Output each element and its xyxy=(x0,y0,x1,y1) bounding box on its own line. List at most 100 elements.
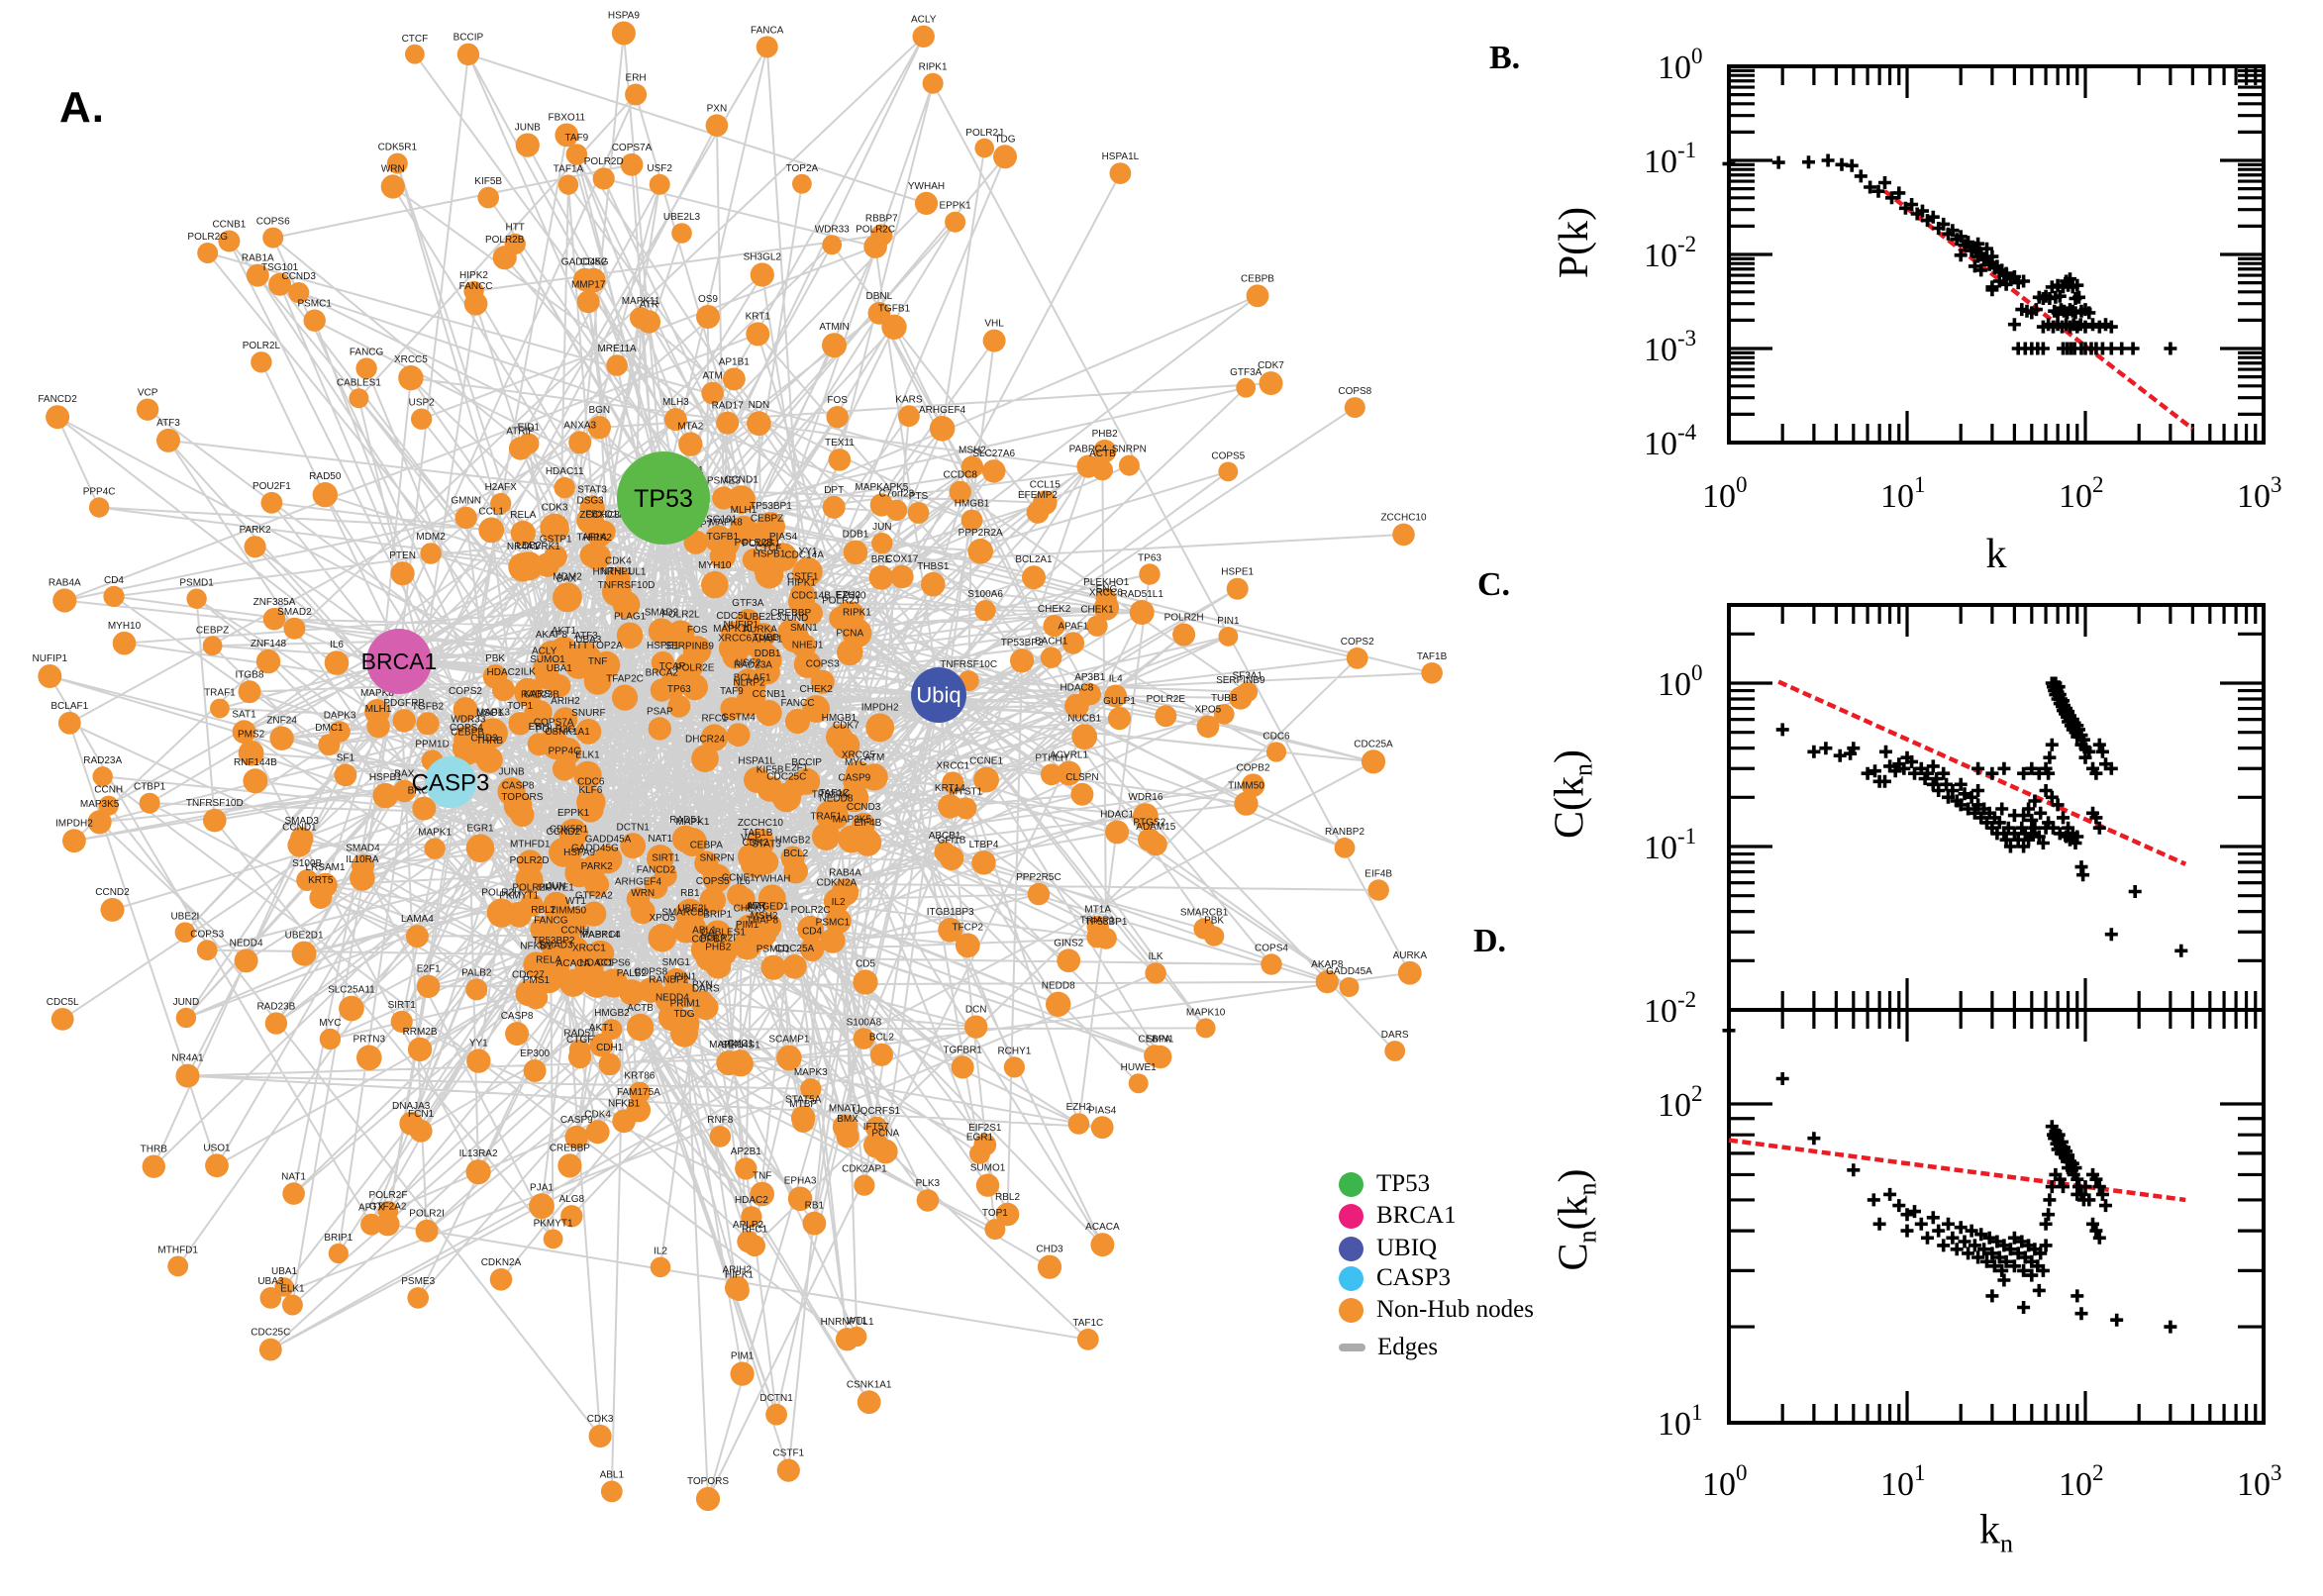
svg-text:DCTN1: DCTN1 xyxy=(617,822,651,833)
svg-text:CCDC8: CCDC8 xyxy=(943,470,977,481)
svg-text:H2AFX: H2AFX xyxy=(485,482,518,493)
svg-text:SERPINB9: SERPINB9 xyxy=(1216,675,1265,686)
svg-text:IL4: IL4 xyxy=(1109,674,1123,685)
svg-text:LDB2: LDB2 xyxy=(516,541,541,551)
hub-label-brca1: BRCA1 xyxy=(361,648,438,674)
svg-text:POLR2J: POLR2J xyxy=(965,128,1003,139)
svg-text:PTS: PTS xyxy=(909,491,929,502)
svg-text:MYC: MYC xyxy=(319,1018,341,1029)
svg-text:PTGS2: PTGS2 xyxy=(1133,817,1165,828)
svg-text:HSPE1: HSPE1 xyxy=(1221,567,1254,578)
svg-text:CCNB1: CCNB1 xyxy=(753,689,786,700)
panel-b-box xyxy=(1727,64,2266,445)
svg-text:PPP2R5C: PPP2R5C xyxy=(1016,872,1061,883)
svg-text:UQCRFS1: UQCRFS1 xyxy=(853,1106,900,1117)
svg-text:HSPA9: HSPA9 xyxy=(608,11,640,22)
svg-text:GULP1: GULP1 xyxy=(1103,696,1136,707)
svg-text:MLH3: MLH3 xyxy=(662,397,689,408)
svg-text:ZNF385A: ZNF385A xyxy=(253,597,296,608)
svg-text:UBA3: UBA3 xyxy=(575,635,602,646)
svg-text:UBE2L3: UBE2L3 xyxy=(745,612,782,623)
hub-node-brca1 xyxy=(366,629,432,694)
svg-text:CCND1: CCND1 xyxy=(282,823,317,834)
svg-text:RAB4A: RAB4A xyxy=(829,868,861,879)
svg-text:HTT: HTT xyxy=(505,223,524,234)
d-y-axis-label: Cn(kn) xyxy=(1551,1168,1602,1271)
svg-text:ITGB8: ITGB8 xyxy=(236,669,264,680)
svg-text:RCHY1: RCHY1 xyxy=(997,1046,1031,1056)
svg-text:EGR1: EGR1 xyxy=(466,823,494,834)
svg-text:PPM1D: PPM1D xyxy=(415,739,449,749)
svg-text:ADAM15: ADAM15 xyxy=(1136,822,1175,833)
svg-text:IMPDH2: IMPDH2 xyxy=(861,703,899,714)
svg-text:SLC27A6: SLC27A6 xyxy=(972,449,1015,459)
svg-text:PPP4C: PPP4C xyxy=(83,486,116,497)
svg-text:RIPK1: RIPK1 xyxy=(843,607,871,618)
svg-text:PABPC4: PABPC4 xyxy=(1069,445,1108,455)
svg-text:TRAF1: TRAF1 xyxy=(204,688,236,699)
legend-dot-icon xyxy=(1339,1203,1364,1229)
svg-text:TOPORS: TOPORS xyxy=(501,792,543,803)
svg-text:TDG: TDG xyxy=(673,1009,694,1020)
svg-text:EIF2S1: EIF2S1 xyxy=(968,1123,1002,1134)
svg-text:TOP2A: TOP2A xyxy=(786,163,819,174)
svg-text:TNFRSF10D: TNFRSF10D xyxy=(186,798,244,809)
svg-text:POLR2G: POLR2G xyxy=(187,232,228,243)
svg-text:BCL2A1: BCL2A1 xyxy=(1015,554,1053,565)
svg-text:KLF6: KLF6 xyxy=(578,785,602,796)
svg-text:PALB2: PALB2 xyxy=(461,967,492,978)
svg-text:COPB2: COPB2 xyxy=(1237,763,1270,774)
svg-text:XRCC6: XRCC6 xyxy=(718,634,752,645)
svg-text:CDK7: CDK7 xyxy=(833,721,859,732)
svg-text:GSTP1: GSTP1 xyxy=(540,535,572,546)
svg-text:VCP: VCP xyxy=(138,388,158,399)
svg-text:102: 102 xyxy=(2059,1460,2104,1503)
svg-text:POLR2E: POLR2E xyxy=(675,663,715,674)
svg-text:TAF9: TAF9 xyxy=(565,133,589,144)
svg-text:XPO5: XPO5 xyxy=(649,913,675,924)
svg-text:SIRT1: SIRT1 xyxy=(388,1000,417,1011)
svg-text:CD5: CD5 xyxy=(856,958,875,969)
svg-text:TGFB1: TGFB1 xyxy=(707,532,740,543)
svg-text:CCND3: CCND3 xyxy=(847,802,881,813)
svg-text:ABL1: ABL1 xyxy=(692,925,717,936)
svg-text:10-1: 10-1 xyxy=(1644,138,1696,180)
svg-text:MAP3K5: MAP3K5 xyxy=(833,814,872,825)
svg-text:THRB: THRB xyxy=(476,736,504,747)
svg-text:MRE11A: MRE11A xyxy=(597,344,637,354)
svg-text:ABL1: ABL1 xyxy=(600,1470,625,1481)
svg-text:THAP8: THAP8 xyxy=(747,916,779,927)
svg-text:PTHLH: PTHLH xyxy=(1035,752,1067,763)
svg-text:XRCC5: XRCC5 xyxy=(842,749,875,760)
svg-text:HMGB1: HMGB1 xyxy=(955,499,990,510)
svg-text:SF1: SF1 xyxy=(337,753,355,764)
svg-text:RBBP7: RBBP7 xyxy=(865,213,898,224)
svg-text:WDR16: WDR16 xyxy=(1128,792,1162,803)
svg-text:CCNB1: CCNB1 xyxy=(212,220,246,231)
svg-text:TAF1C: TAF1C xyxy=(819,788,850,799)
svg-text:RANBP2: RANBP2 xyxy=(1325,827,1364,838)
svg-text:100: 100 xyxy=(1658,44,1703,86)
svg-text:RAD23B: RAD23B xyxy=(256,1001,295,1012)
svg-text:CASP8: CASP8 xyxy=(502,781,535,792)
svg-text:ACVRL1: ACVRL1 xyxy=(1050,750,1088,761)
svg-text:SMAD4: SMAD4 xyxy=(346,844,380,854)
svg-text:EP300: EP300 xyxy=(520,1048,550,1059)
svg-text:DBNL: DBNL xyxy=(866,291,893,302)
svg-text:PIN1: PIN1 xyxy=(674,971,697,982)
svg-text:100: 100 xyxy=(1658,660,1703,703)
svg-text:THRB: THRB xyxy=(141,1144,168,1154)
svg-text:SMAD2: SMAD2 xyxy=(277,607,312,618)
svg-text:HDAC2: HDAC2 xyxy=(735,1195,768,1206)
svg-text:SERPINB9: SERPINB9 xyxy=(664,642,714,652)
svg-text:102: 102 xyxy=(2059,472,2104,515)
panel-a-label: A. xyxy=(59,83,105,132)
svg-text:PKMYT1: PKMYT1 xyxy=(534,1219,573,1230)
svg-text:10-2: 10-2 xyxy=(1644,987,1696,1030)
svg-text:RIPK1: RIPK1 xyxy=(919,62,948,73)
svg-text:ACTB: ACTB xyxy=(1089,449,1116,459)
panel-b-points xyxy=(1722,153,2177,355)
svg-text:SMAD3: SMAD3 xyxy=(539,941,573,951)
svg-text:THBS1: THBS1 xyxy=(917,561,950,572)
svg-text:TAF1C: TAF1C xyxy=(1072,1318,1103,1329)
